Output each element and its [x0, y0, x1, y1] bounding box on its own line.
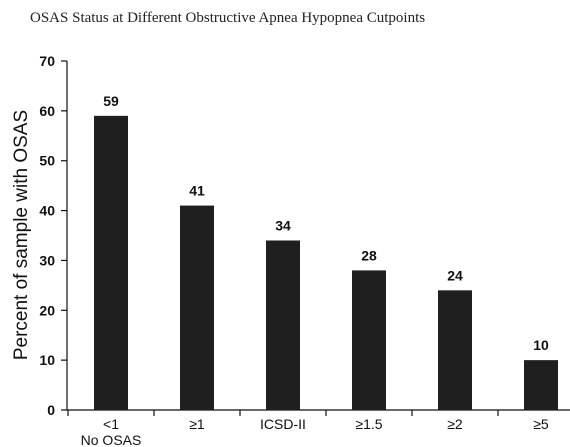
data-label: 28	[361, 247, 377, 263]
y-tick-label: 50	[39, 153, 55, 169]
y-tick-label: 0	[47, 402, 55, 418]
y-tick-label: 10	[39, 352, 55, 368]
bars	[94, 115, 558, 410]
bar	[524, 360, 558, 410]
bar	[352, 270, 386, 410]
data-labels: 59 41 34 28 24 10	[103, 93, 549, 353]
y-tick-label: 60	[39, 103, 55, 119]
y-axis-title: Percent of sample with OSAS	[11, 110, 32, 360]
data-label: 10	[533, 337, 549, 353]
y-tick-label: 30	[39, 252, 55, 268]
y-tick-label: 70	[39, 53, 55, 69]
chart-title: OSAS Status at Different Obstructive Apn…	[30, 10, 425, 26]
y-tick-label: 40	[39, 203, 55, 219]
bar	[94, 115, 128, 410]
data-label: 41	[189, 183, 205, 199]
y-tick-label: 20	[39, 302, 55, 318]
bar	[266, 240, 300, 410]
data-label: 24	[447, 267, 463, 283]
x-tick-label: ≥1.5	[355, 416, 382, 432]
axes: 0 10 20 30 40 50 60 70 <1No OSAS ≥1 ICSD-II ≥1.5 ≥2 ≥…	[39, 53, 570, 447]
x-tick-sublabel: No OSAS	[81, 432, 142, 447]
x-tick-label: ≥5	[533, 416, 549, 432]
data-label: 59	[103, 93, 119, 109]
x-tick-label: ≥2	[447, 416, 463, 432]
data-label: 34	[275, 217, 291, 233]
bar	[180, 205, 214, 410]
x-tick-label: ICSD-II	[260, 416, 306, 432]
x-tick-label: ≥1	[189, 416, 205, 432]
bar	[438, 290, 472, 410]
x-tick-label: <1	[103, 416, 119, 432]
